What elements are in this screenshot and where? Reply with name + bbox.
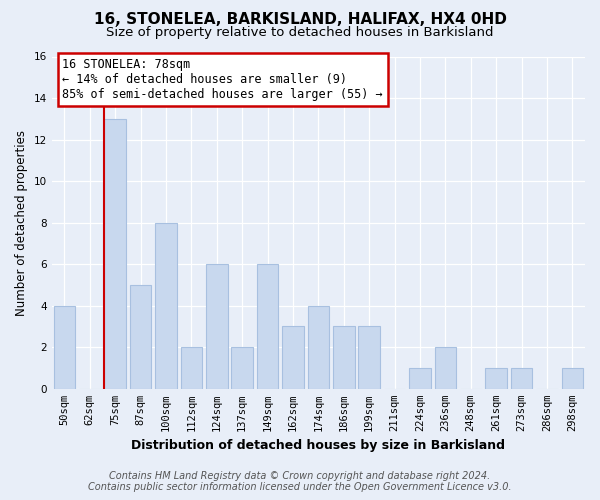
X-axis label: Distribution of detached houses by size in Barkisland: Distribution of detached houses by size … [131,440,505,452]
Bar [232,348,253,389]
Text: 16 STONELEA: 78sqm
← 14% of detached houses are smaller (9)
85% of semi-detached: 16 STONELEA: 78sqm ← 14% of detached hou… [62,58,383,101]
Bar [358,326,380,389]
Text: 16, STONELEA, BARKISLAND, HALIFAX, HX4 0HD: 16, STONELEA, BARKISLAND, HALIFAX, HX4 0… [94,12,506,28]
Bar [511,368,532,389]
Bar [206,264,227,389]
Bar [485,368,507,389]
Bar [104,119,126,389]
Bar [155,222,177,389]
Bar [181,348,202,389]
Bar [53,306,75,389]
Bar [130,285,151,389]
Text: Size of property relative to detached houses in Barkisland: Size of property relative to detached ho… [106,26,494,39]
Bar [434,348,456,389]
Bar [308,306,329,389]
Bar [282,326,304,389]
Bar [257,264,278,389]
Text: Contains HM Land Registry data © Crown copyright and database right 2024.
Contai: Contains HM Land Registry data © Crown c… [88,471,512,492]
Bar [333,326,355,389]
Bar [562,368,583,389]
Y-axis label: Number of detached properties: Number of detached properties [15,130,28,316]
Bar [409,368,431,389]
